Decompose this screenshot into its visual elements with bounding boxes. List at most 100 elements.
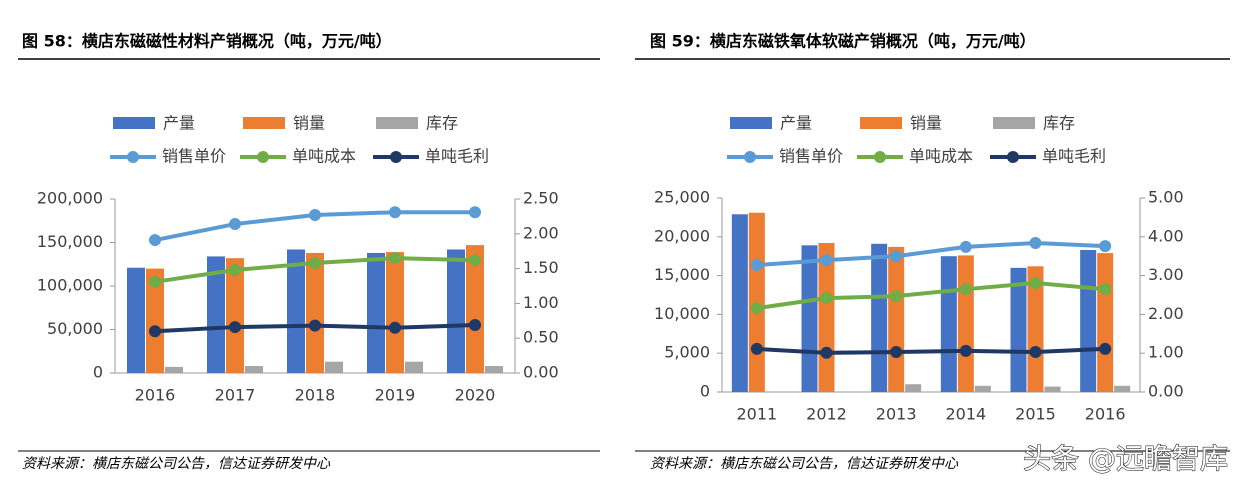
line-marker (820, 346, 833, 359)
y2-tick-label: 0.00 (1148, 382, 1184, 401)
y-tick-label: 0 (700, 382, 710, 401)
line-marker (890, 290, 903, 303)
line-marker (1029, 276, 1042, 289)
line (756, 346, 1106, 355)
bar (940, 256, 957, 392)
legend-label: 产量 (780, 114, 812, 133)
legend-label: 库存 (426, 114, 458, 133)
line-marker (149, 234, 161, 247)
x-tick-label: 2012 (806, 405, 847, 424)
bar (485, 366, 503, 373)
y2-tick-label: 0.50 (523, 328, 559, 347)
legend-marker (744, 151, 756, 163)
line-marker (309, 209, 321, 222)
y2-tick-label: 1.00 (523, 293, 559, 312)
bar (888, 246, 905, 392)
y2-tick-label: 2.00 (1148, 304, 1184, 323)
chart-title: 图 59：横店东磁铁氧体软磁产销概况（吨，万元/吨） (650, 32, 1036, 51)
watermark: 头条 @远瞻智库 (1023, 442, 1228, 475)
bar (801, 245, 818, 392)
bar (1080, 249, 1097, 392)
bar (165, 366, 183, 373)
legend-label: 单吨毛利 (425, 147, 489, 166)
bar (466, 245, 484, 373)
bar (957, 255, 974, 392)
line (756, 280, 1106, 311)
line-marker (229, 321, 241, 334)
y-tick-label: 50,000 (47, 319, 103, 338)
x-tick-label: 2011 (736, 405, 777, 424)
y2-tick-label: 2.00 (523, 223, 559, 242)
line-marker (820, 292, 833, 305)
legend-label: 单吨成本 (292, 147, 356, 166)
x-tick-label: 2017 (215, 386, 256, 405)
line-marker (750, 342, 763, 355)
y-tick-label: 10,000 (654, 304, 710, 323)
legend-label: 库存 (1043, 114, 1075, 133)
line-marker (309, 319, 321, 332)
line-marker (959, 283, 972, 296)
line-marker (1029, 346, 1042, 359)
line-marker (229, 263, 241, 276)
line-marker (149, 325, 161, 338)
bar (287, 249, 305, 373)
bar (871, 243, 888, 392)
bar (974, 385, 991, 392)
line-marker (389, 252, 401, 265)
legend-marker (127, 151, 139, 163)
bar (1010, 267, 1027, 392)
legend-label: 销售单价 (779, 147, 843, 166)
y2-tick-label: 5.00 (1148, 188, 1184, 207)
line-marker (469, 254, 481, 267)
legend-marker (257, 151, 269, 163)
y-tick-label: 100,000 (37, 276, 103, 295)
line-marker (1029, 237, 1042, 250)
line-marker (890, 346, 903, 359)
bar (1044, 386, 1061, 392)
bar (306, 252, 324, 373)
line-marker (959, 240, 972, 253)
line-marker (890, 250, 903, 263)
y-tick-label: 15,000 (654, 265, 710, 284)
bar (447, 249, 465, 373)
bar (245, 366, 263, 373)
bar (905, 384, 922, 392)
source: 资料来源：横店东磁公司公告，信达证券研发中心 (22, 456, 331, 472)
legend-swatch (860, 117, 902, 129)
x-tick-label: 2020 (455, 386, 496, 405)
line-marker (309, 257, 321, 270)
legend-swatch (730, 117, 772, 129)
x-tick-label: 2018 (295, 386, 336, 405)
x-tick-label: 2015 (1015, 405, 1056, 424)
chart-title: 图 58：横店东磁磁性材料产销概况（吨，万元/吨） (22, 32, 392, 51)
legend-marker (390, 151, 402, 163)
bar (731, 214, 748, 392)
line (756, 241, 1106, 268)
bar (226, 258, 244, 373)
y-tick-label: 200,000 (37, 189, 103, 208)
y2-tick-label: 1.50 (523, 258, 559, 277)
legend-swatch (993, 117, 1035, 129)
bar (1097, 253, 1114, 392)
legend-swatch (376, 117, 418, 129)
line-marker (389, 206, 401, 219)
legend-swatch (243, 117, 285, 129)
line-marker (149, 275, 161, 288)
bar (386, 252, 404, 373)
x-tick-label: 2014 (945, 405, 986, 424)
line-marker (389, 321, 401, 334)
bar (405, 361, 423, 373)
line-marker (750, 259, 763, 272)
y2-tick-label: 2.50 (523, 189, 559, 208)
line-marker (1099, 283, 1112, 296)
line-marker (1099, 342, 1112, 355)
source: 资料来源：横店东磁公司公告，信达证券研发中心 (650, 456, 959, 472)
legend-label: 销量 (293, 114, 325, 133)
y-tick-label: 25,000 (654, 188, 710, 207)
x-tick-label: 2013 (876, 405, 917, 424)
bar (1027, 266, 1044, 392)
legend-label: 销量 (910, 114, 942, 133)
line-marker (469, 318, 481, 331)
y-tick-label: 0 (93, 363, 103, 382)
